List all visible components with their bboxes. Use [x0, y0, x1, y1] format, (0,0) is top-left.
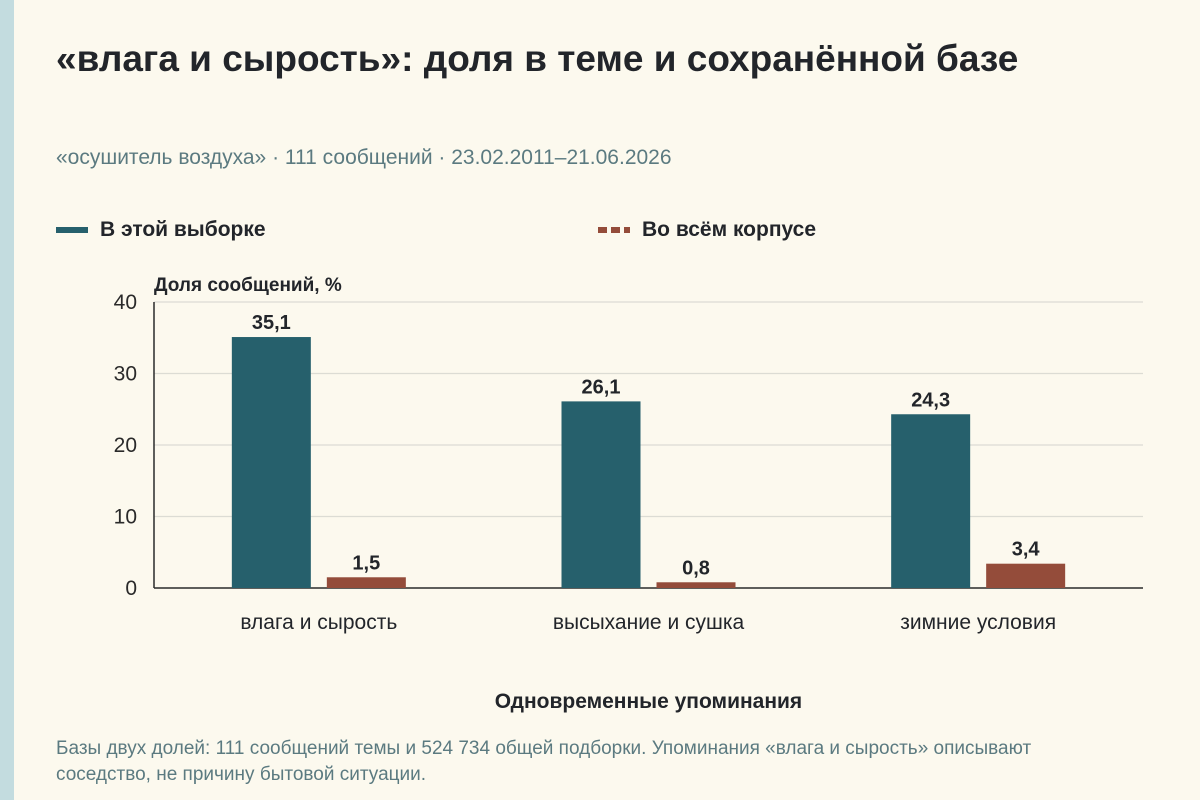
x-tick-label: зимние условия [900, 611, 1056, 634]
footnote: Базы двух долей: 111 сообщений темы и 52… [56, 738, 1032, 785]
data-label-corpus: 1,5 [352, 552, 380, 574]
bar-sample [231, 337, 311, 588]
bar-sample [561, 401, 641, 588]
x-axis-label: Одновременные упоминания [495, 690, 802, 713]
data-label-corpus: 3,4 [1012, 539, 1041, 561]
y-axis-label: Доля сообщений, % [154, 275, 342, 296]
x-tick-label: высыхание и сушка [553, 611, 745, 634]
legend-item-sample: В этой выборке [56, 218, 266, 242]
bar-corpus [326, 577, 406, 588]
data-label-sample: 26,1 [582, 376, 621, 398]
legend-swatch-corpus [598, 227, 630, 233]
bar-chart: 0 10 20 30 40 Доля сообщений, % 35,1 1,5 влага и… [114, 275, 1143, 713]
y-tick-label: 20 [114, 434, 137, 457]
y-tick-label: 30 [114, 363, 137, 386]
y-tick-label: 0 [125, 577, 137, 600]
data-label-sample: 35,1 [252, 312, 291, 334]
data-label-corpus: 0,8 [682, 557, 710, 579]
legend-label-corpus: Во всём корпусе [642, 218, 817, 241]
bar-corpus [656, 582, 736, 588]
chart-subtitle: «осушитель воздуха» · 111 сообщений · 23… [56, 146, 672, 169]
left-accent-bar [0, 0, 14, 800]
chart-title: «влага и сырость»: доля в теме и сохранё… [56, 38, 1019, 79]
legend-label-sample: В этой выборке [100, 218, 266, 241]
data-label-sample: 24,3 [911, 389, 950, 411]
legend-swatch-sample [56, 227, 88, 233]
bar-sample [891, 414, 971, 588]
x-tick-label: влага и сырость [240, 611, 397, 634]
y-tick-label: 40 [114, 291, 137, 314]
bar-corpus [986, 563, 1066, 588]
y-tick-label: 10 [114, 506, 137, 529]
legend-item-corpus: Во всём корпусе [598, 218, 816, 242]
